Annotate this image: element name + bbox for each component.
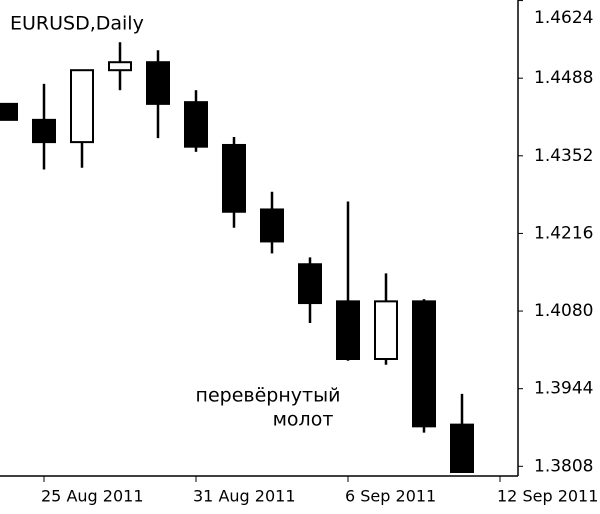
candle-body bbox=[336, 300, 360, 360]
y-tick-label: 1.4216 bbox=[534, 223, 593, 243]
x-tick-label: 25 Aug 2011 bbox=[41, 487, 144, 506]
candle-body bbox=[108, 61, 132, 72]
y-tick-label: 1.3944 bbox=[534, 379, 593, 399]
y-tick-label: 1.4352 bbox=[534, 146, 593, 166]
chart-title: EURUSD,Daily bbox=[10, 13, 144, 35]
x-tick-label: 6 Sep 2011 bbox=[345, 487, 436, 506]
candle-body bbox=[298, 263, 322, 305]
candle-body bbox=[146, 61, 170, 105]
candle-body bbox=[374, 300, 398, 360]
candle-body bbox=[0, 102, 18, 121]
y-tick-label: 1.4080 bbox=[534, 301, 593, 321]
y-tick-label: 1.3808 bbox=[534, 456, 593, 476]
annotation: молот bbox=[273, 409, 334, 431]
candle-body bbox=[32, 118, 56, 144]
x-tick-label: 12 Sep 2011 bbox=[497, 487, 598, 506]
candle-body bbox=[412, 300, 436, 428]
candle-body bbox=[70, 69, 94, 144]
candle-body bbox=[450, 423, 474, 474]
annotation: перевёрнутый bbox=[196, 385, 341, 407]
x-tick-label: 31 Aug 2011 bbox=[193, 487, 296, 506]
candle-body bbox=[260, 208, 284, 243]
candle-body bbox=[222, 143, 246, 213]
y-tick-label: 1.4488 bbox=[534, 68, 593, 88]
candle-body bbox=[184, 101, 208, 148]
y-tick-label: 1.4624 bbox=[534, 8, 593, 28]
